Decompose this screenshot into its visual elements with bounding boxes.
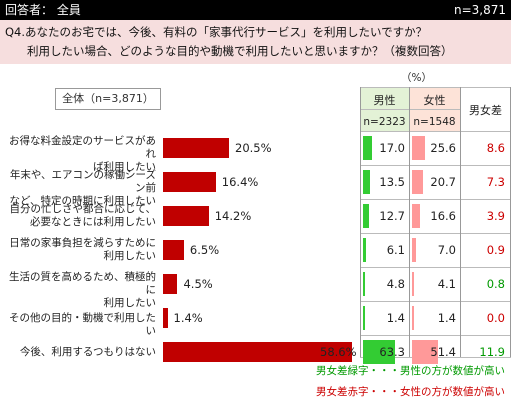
female-cell: 1.4: [410, 301, 460, 335]
category-label: 日常の家事負担を減らすために 利用したい: [0, 237, 156, 263]
female-cell: 7.0: [410, 233, 460, 267]
female-cell: 51.4: [410, 335, 460, 369]
male-bar: [363, 306, 365, 330]
male-bar: [363, 170, 370, 194]
category-label-line: 利用したい: [103, 297, 157, 309]
diff-value: 0.9: [486, 243, 505, 257]
question-line-1: Q4.あなたのお宅では、今後、有料の「家事代行サービス」を利用したいですか？: [5, 25, 428, 39]
category-label-line: 自分の忙しさや都合に応じて、: [9, 203, 156, 215]
female-bar: [412, 170, 423, 194]
category-label-line: 年末や、エアコンの稼働シーズン前: [9, 169, 156, 194]
diff-value: 7.3: [486, 175, 505, 189]
diff-value: 11.9: [479, 345, 505, 359]
category-label: その他の目的・動機で利用したい: [0, 312, 156, 338]
male-cell: 17.0: [361, 131, 409, 165]
male-value: 12.7: [379, 209, 405, 223]
col-female-n: n=1548: [413, 116, 456, 128]
female-value: 51.4: [430, 345, 456, 359]
male-value: 4.8: [386, 277, 405, 291]
category-label: 今後、利用するつもりはない: [0, 346, 156, 359]
male-bar: [363, 136, 372, 160]
overall-value-label: 4.5%: [183, 277, 213, 291]
male-cell: 1.4: [361, 301, 409, 335]
male-value: 13.5: [379, 175, 405, 189]
overall-value-label: 6.5%: [189, 243, 220, 257]
category-label-line: 利用したい: [103, 250, 157, 262]
male-cell: 4.8: [361, 267, 409, 301]
male-value: 17.0: [379, 141, 405, 155]
category-label-line: お得な料金設定のサービスがあれ: [9, 135, 156, 160]
overall-bar: [163, 138, 229, 158]
diff-value: 8.6: [486, 141, 505, 155]
overall-bar: [163, 342, 352, 362]
unit-label: （%）: [401, 72, 432, 84]
male-cell: 63.3: [361, 335, 409, 369]
male-value: 6.1: [386, 243, 405, 257]
total-n: n=3,871: [453, 3, 506, 17]
category-label-line: ば利用したい: [93, 161, 156, 173]
overall-value-label: 58.6%: [320, 345, 357, 359]
female-bar: [412, 204, 421, 228]
diff-value: 0.0: [486, 311, 505, 325]
category-label: 年末や、エアコンの稼働シーズン前 など、特定の時期に利用したい: [0, 169, 156, 208]
note-green: 男女差緑字・・・男性の方が数値が高い: [316, 365, 505, 377]
male-bar: [363, 204, 370, 228]
overall-value-label: 20.5%: [235, 141, 272, 155]
header-bar: 回答者： 全員 n=3,871: [0, 0, 511, 20]
category-label-line: 必要なときには利用したい: [30, 216, 156, 228]
overall-bar: [163, 240, 184, 260]
overall-bar: [163, 274, 178, 294]
overall-value-label: 1.4%: [173, 311, 203, 325]
female-value: 4.1: [437, 277, 456, 291]
female-bar: [412, 306, 414, 330]
category-label-line: 日常の家事負担を減らすために: [9, 237, 156, 249]
female-cell: 25.6: [410, 131, 460, 165]
female-value: 16.6: [430, 209, 456, 223]
col-female: 女性: [423, 94, 446, 107]
category-label: 生活の質を高めるため、積極的に 利用したい: [0, 271, 156, 310]
col-male: 男性: [373, 94, 396, 107]
overall-bar: [163, 206, 209, 226]
respondents-label: 回答者： 全員: [5, 3, 81, 17]
female-cell: 16.6: [410, 199, 460, 233]
male-bar: [363, 272, 366, 296]
category-label-line: 生活の質を高めるため、積極的に: [9, 271, 156, 296]
female-bar: [412, 136, 426, 160]
female-value: 7.0: [437, 243, 456, 257]
overall-value-label: 16.4%: [221, 175, 259, 189]
male-bar: [363, 340, 396, 364]
male-cell: 13.5: [361, 165, 409, 199]
female-bar: [412, 340, 439, 364]
category-label-line: その他の目的・動機で利用したい: [9, 311, 156, 337]
diff-value: 0.8: [486, 277, 505, 291]
category-label: お得な料金設定のサービスがあれ ば利用したい: [0, 135, 156, 174]
overall-value-label: 14.2%: [214, 209, 252, 223]
note-red: 男女差赤字・・・女性の方が数値が高い: [316, 386, 505, 398]
male-cell: 12.7: [361, 199, 409, 233]
question-box: Q4.あなたのお宅では、今後、有料の「家事代行サービス」を利用したいですか？ 利…: [0, 20, 511, 64]
female-value: 25.6: [430, 141, 456, 155]
category-label: 自分の忙しさや都合に応じて、 必要なときには利用したい: [0, 203, 156, 229]
female-bar: [412, 238, 416, 262]
male-bar: [363, 238, 367, 262]
male-value: 63.3: [379, 345, 405, 359]
female-value: 20.7: [430, 175, 456, 189]
category-label-line: 今後、利用するつもりはない: [19, 345, 156, 358]
overall-bar: [163, 308, 168, 328]
category-label-line: など、特定の時期に利用したい: [9, 195, 156, 207]
female-cell: 4.1: [410, 267, 460, 301]
col-male-n: n=2323: [363, 116, 406, 128]
female-bar: [412, 272, 415, 296]
overall-bar: [163, 172, 216, 192]
female-cell: 20.7: [410, 165, 460, 199]
diff-value: 3.9: [486, 209, 505, 223]
question-line-2: 利用したい場合、どのような目的や動機で利用したいと思いますか？（複数回答）: [27, 44, 453, 58]
male-cell: 6.1: [361, 233, 409, 267]
col-diff: 男女差: [469, 104, 502, 117]
total-legend-box: 全体（n=3,871）: [55, 88, 161, 110]
male-value: 1.4: [386, 311, 405, 325]
female-value: 1.4: [437, 311, 456, 325]
